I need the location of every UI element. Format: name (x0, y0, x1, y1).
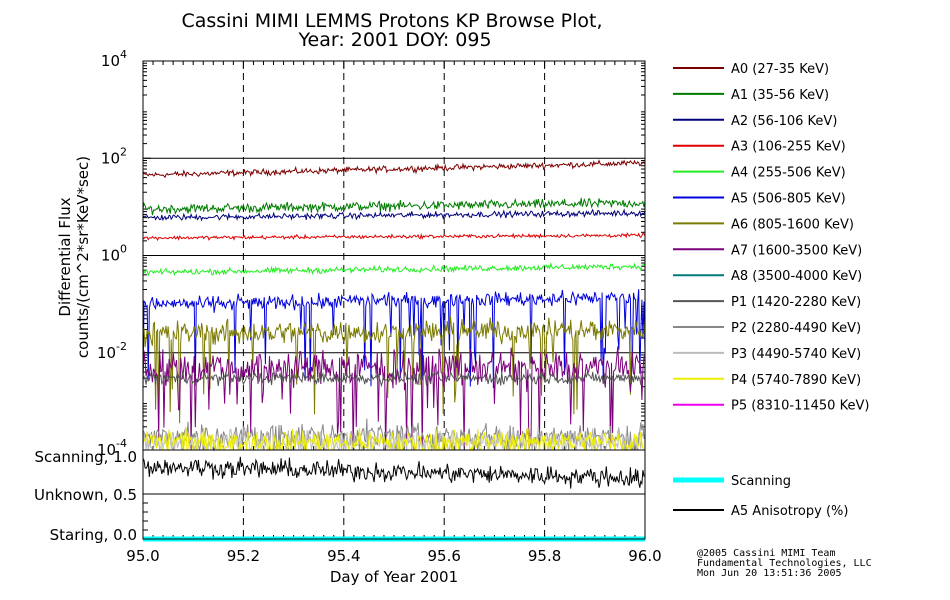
y-tick-label: 10-4 (97, 437, 127, 459)
legend-label: P4 (5740-7890 KeV) (731, 373, 861, 388)
legend-label: A2 (56-106 KeV) (731, 114, 837, 129)
legend-label: A5 (506-805 KeV) (731, 192, 846, 207)
y-axis-label-line2: counts/(cm^2*sr*KeV*sec) (74, 156, 92, 358)
credits-line3: Mon Jun 20 13:51:36 2005 (697, 568, 842, 579)
series-line (142, 232, 646, 242)
series-line (142, 346, 645, 451)
y-axis-ticks: 104 102 100 10-2 10-4 (97, 48, 151, 459)
y-tick-label: 100 (101, 243, 127, 265)
y-tick-label: 102 (101, 145, 127, 167)
legend-label: P5 (8310-11450 KeV) (731, 399, 869, 414)
x-tick-label: 95.2 (227, 547, 260, 565)
series-line (142, 208, 646, 222)
chart-title: Cassini MIMI LEMMS Protons KP Browse Plo… (181, 10, 602, 32)
x-tick-label: 95.0 (126, 547, 159, 565)
legend-label: A4 (255-506 KeV) (731, 166, 846, 181)
anisotropy-line (142, 456, 646, 489)
lower-y-label: Staring, 0.0 (50, 526, 137, 544)
lower-legend: Scanning A5 Anisotropy (%) (673, 474, 848, 519)
credits-line1: @2005 Cassini MIMI Team (697, 548, 835, 559)
series-line (142, 289, 646, 389)
legend-label: P1 (1420-2280 KeV) (731, 295, 861, 310)
y-axis-label-line1: Differential Flux (56, 197, 74, 316)
legend: A0 (27-35 KeV) A1 (35-56 KeV) A2 (56-106 K… (673, 62, 869, 414)
lower-y-label: Unknown, 0.5 (34, 486, 137, 504)
x-tick-label: 96.0 (628, 547, 661, 565)
legend-label: A7 (1600-3500 KeV) (731, 243, 862, 258)
series-line (142, 261, 646, 277)
lower-legend-label: Scanning (731, 474, 791, 489)
series-line (142, 197, 646, 216)
upper-series (142, 159, 646, 452)
series-line (142, 369, 646, 388)
x-axis-ticks: 95.0 95.2 95.4 95.6 95.8 96.0 (126, 547, 661, 565)
x-tick-label: 95.6 (427, 547, 460, 565)
legend-label: A8 (3500-4000 KeV) (731, 269, 862, 284)
legend-label: P2 (2280-4490 KeV) (731, 321, 861, 336)
series-line (142, 316, 646, 424)
x-tick-label: 95.4 (327, 547, 360, 565)
legend-label: A6 (805-1600 KeV) (731, 217, 854, 232)
y-tick-label: 10-2 (97, 340, 127, 362)
lower-legend-label: A5 Anisotropy (%) (731, 504, 848, 519)
chart-subtitle: Year: 2001 DOY: 095 (297, 29, 491, 51)
y-tick-label: 104 (101, 48, 127, 70)
series-line (142, 159, 646, 179)
legend-label: A3 (106-255 KeV) (731, 140, 846, 155)
legend-label: A1 (35-56 KeV) (731, 88, 829, 103)
x-tick-label: 95.8 (528, 547, 561, 565)
lower-series (142, 456, 646, 542)
legend-label: A0 (27-35 KeV) (731, 62, 829, 77)
lower-grid (143, 493, 645, 539)
lower-y-label: Scanning, 1.0 (34, 448, 137, 466)
credits-line2: Fundamental Technologies, LLC (697, 558, 872, 569)
lower-plot-frame (142, 449, 646, 540)
series-line (142, 427, 646, 452)
lower-y-labels: Scanning, 1.0 Unknown, 0.5 Staring, 0.0 (34, 448, 137, 544)
x-axis-label: Day of Year 2001 (330, 568, 458, 586)
legend-label: P3 (4490-5740 KeV) (731, 347, 861, 362)
